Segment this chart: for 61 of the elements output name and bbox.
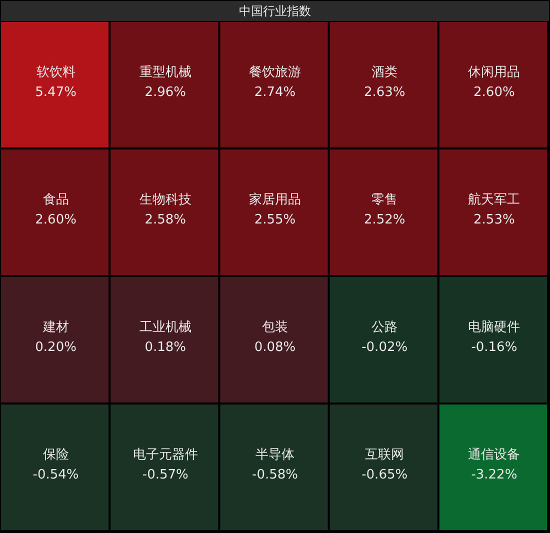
data-label: -0.65% — [362, 467, 408, 482]
category-label: 建材 — [42, 320, 69, 335]
category-label: 公路 — [372, 320, 398, 335]
category-label: 互联网 — [365, 447, 404, 462]
data-label: -0.57% — [142, 467, 188, 482]
data-label: -0.54% — [32, 467, 79, 482]
tile: 零售 2.52% — [330, 150, 438, 275]
data-label: 0.18% — [144, 340, 186, 355]
data-label: 0.20% — [35, 340, 76, 355]
data-label: 2.96% — [144, 84, 186, 100]
data-label: 2.74% — [254, 84, 296, 100]
category-label: 保险 — [42, 447, 69, 462]
category-label: 半导体 — [256, 447, 294, 462]
tile: 互联网 -0.65% — [330, 404, 438, 530]
category-label: 酒类 — [372, 64, 398, 80]
category-label: 电子元器件 — [132, 447, 198, 462]
data-label: 2.55% — [254, 212, 296, 228]
tile: 公路 -0.02% — [330, 277, 438, 402]
category-label: 重型机械 — [139, 64, 192, 80]
tile: 保险 -0.54% — [1, 404, 109, 530]
category-label: 通信设备 — [468, 447, 520, 462]
tile: 包装 0.08% — [220, 277, 328, 402]
data-label: 2.63% — [364, 84, 406, 100]
category-label: 生物科技 — [139, 192, 192, 208]
tile: 食品 2.60% — [1, 150, 109, 275]
data-label: -0.16% — [471, 340, 518, 355]
tile: 软饮料 5.47% — [1, 22, 109, 148]
tile: 半导体 -0.58% — [220, 404, 328, 530]
data-label: 2.58% — [144, 212, 186, 228]
tile: 航天军工 2.53% — [439, 150, 547, 275]
data-label: -0.02% — [362, 340, 408, 355]
data-label: -3.22% — [471, 467, 518, 482]
category-label: 餐饮旅游 — [249, 64, 301, 80]
tile: 餐饮旅游 2.74% — [220, 22, 328, 148]
category-label: 休闲用品 — [468, 64, 520, 80]
tile: 电子元器件 -0.57% — [110, 404, 218, 530]
tile: 重型机械 2.96% — [110, 22, 218, 148]
tile: 工业机械 0.18% — [110, 277, 218, 402]
category-label: 工业机械 — [139, 320, 192, 335]
tile: 通信设备 -3.22% — [439, 404, 547, 530]
tile: 家居用品 2.55% — [220, 150, 328, 275]
data-label: 2.52% — [364, 212, 406, 228]
data-label: 5.47% — [35, 84, 76, 100]
tile: 生物科技 2.58% — [110, 150, 218, 275]
category-label: 包装 — [262, 320, 288, 335]
tile: 酒类 2.63% — [330, 22, 438, 148]
category-label: 电脑硬件 — [468, 320, 520, 335]
data-label: 2.53% — [474, 212, 515, 228]
category-label: 家居用品 — [249, 191, 301, 208]
data-label: 2.60% — [35, 212, 76, 228]
text: 中国行业指数 — [239, 4, 311, 18]
data-label: 0.08% — [254, 340, 296, 355]
data-label: -0.58% — [252, 467, 298, 482]
category-label: 零售 — [372, 192, 398, 208]
tile: 休闲用品 2.60% — [439, 22, 547, 148]
tile: 电脑硬件 -0.16% — [439, 277, 547, 402]
data-label: 2.60% — [474, 84, 515, 100]
category-label: 航天军工 — [468, 192, 520, 208]
category-label: 食品 — [42, 192, 69, 208]
category-label: 软饮料 — [36, 64, 76, 80]
tile: 建材 0.20% — [1, 277, 109, 402]
